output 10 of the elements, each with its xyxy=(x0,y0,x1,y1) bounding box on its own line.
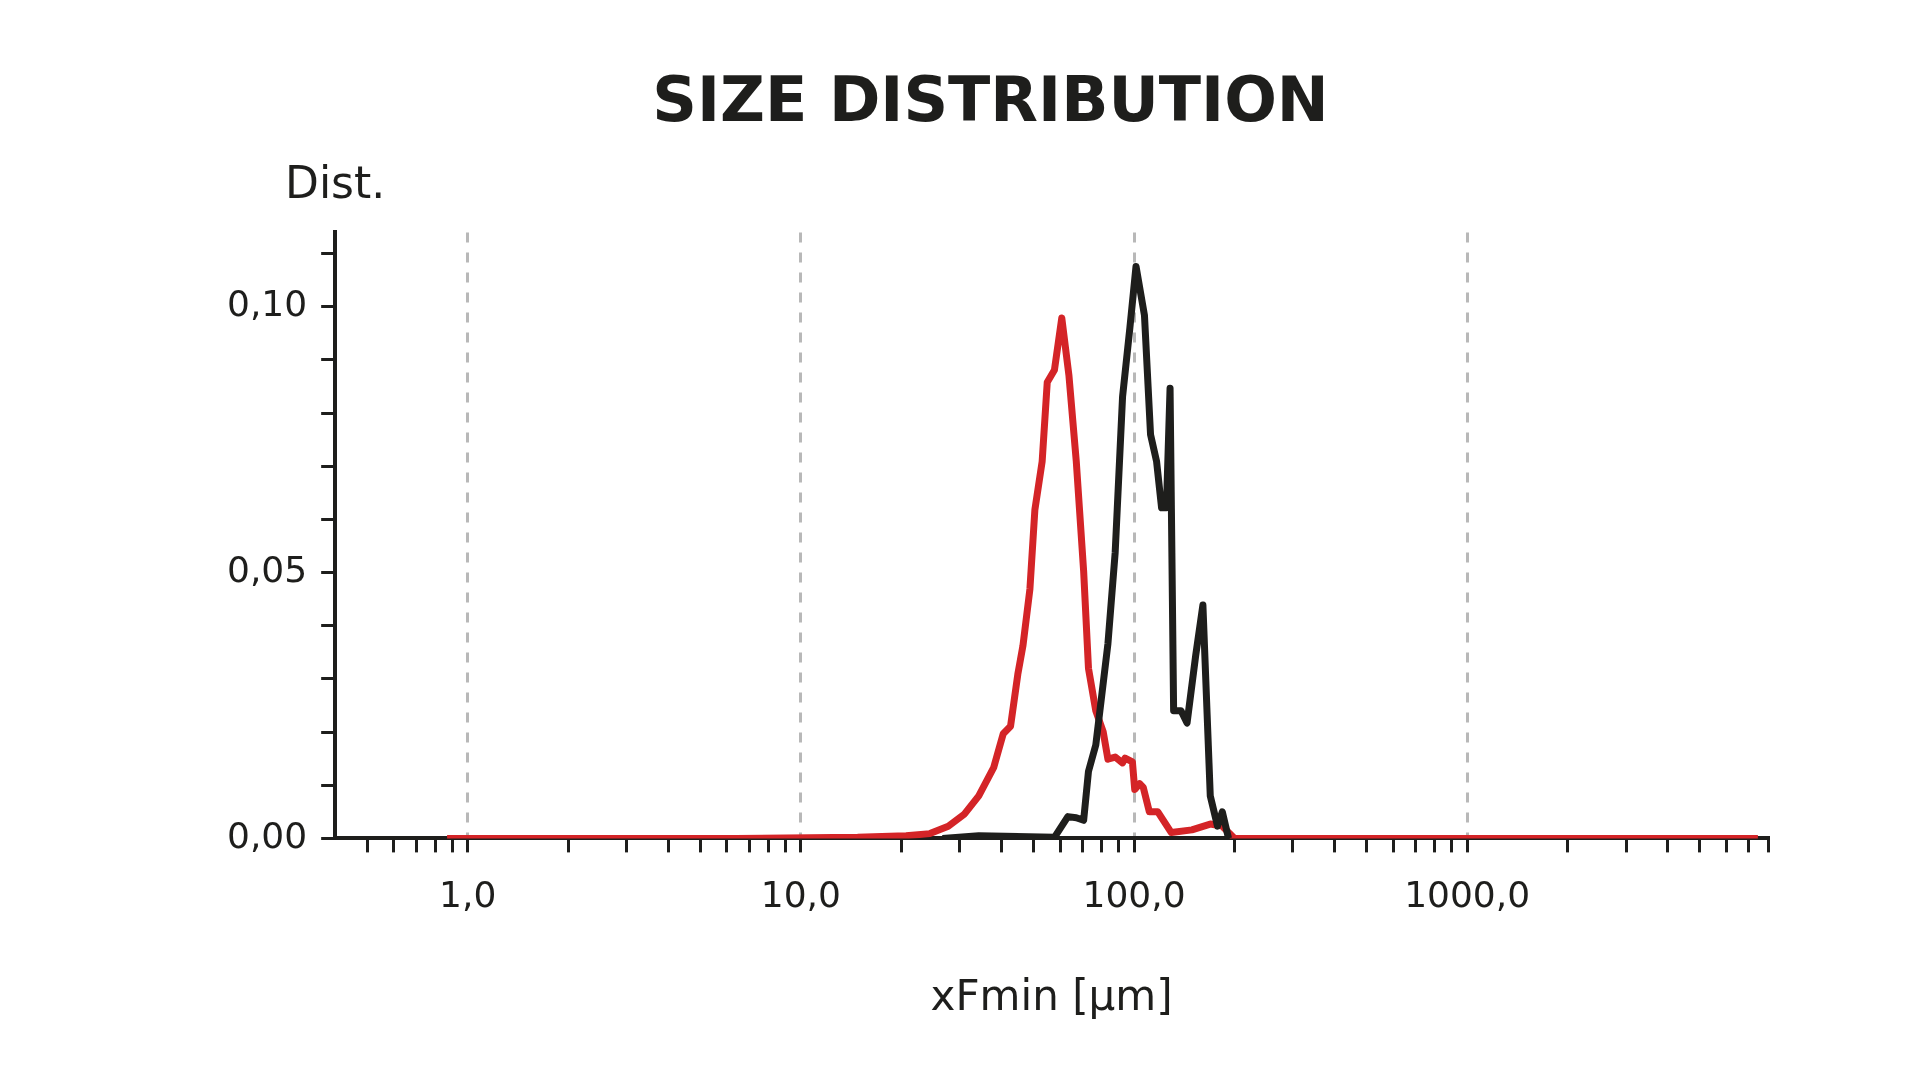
x-axis-title: xFmin [µm] xyxy=(930,970,1173,1020)
y-axis-title: Dist. xyxy=(285,156,386,208)
x-tick-label: 1000,0 xyxy=(1404,874,1531,916)
y-tick-label: 0,05 xyxy=(227,548,308,590)
chart-title: SIZE DISTRIBUTION xyxy=(652,63,1329,137)
x-tick-label: 100,0 xyxy=(1082,874,1186,916)
x-tick-label: 1,0 xyxy=(439,874,497,916)
y-tick-label: 0,00 xyxy=(227,814,308,856)
y-tick-label: 0,10 xyxy=(227,283,308,325)
x-tick-label: 10,0 xyxy=(760,874,841,916)
